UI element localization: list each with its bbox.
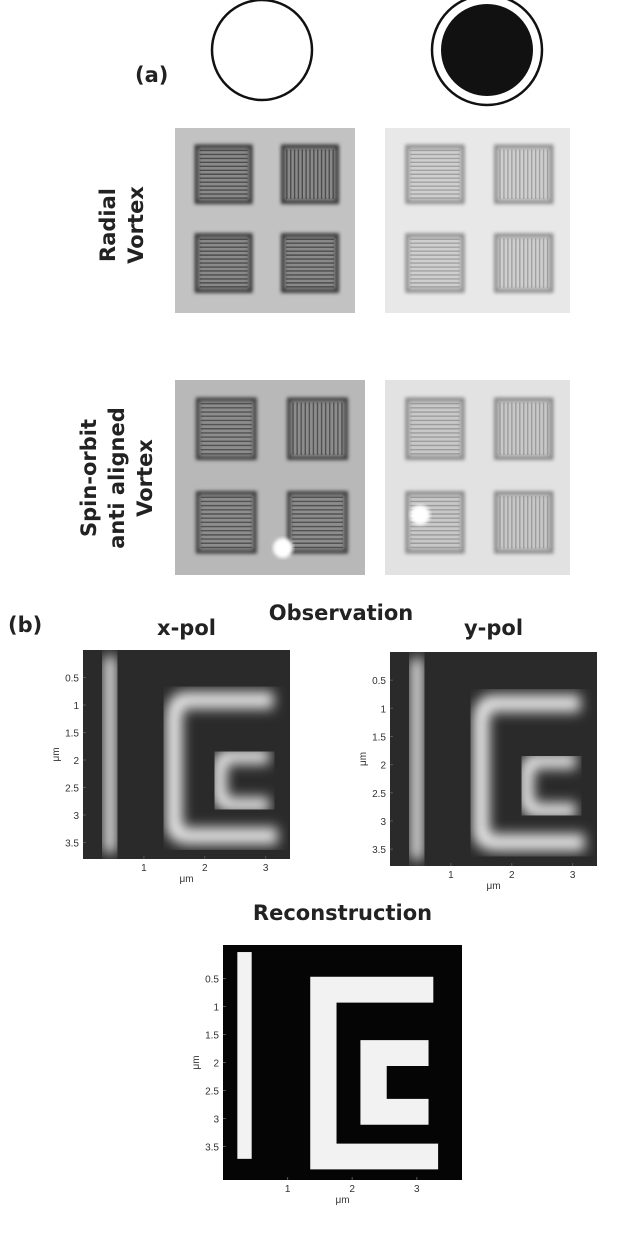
y-tick-label: 1 bbox=[380, 704, 386, 715]
plot-title: Reconstruction bbox=[253, 901, 432, 925]
row-label-line: anti aligned bbox=[105, 407, 129, 549]
bright-bar bbox=[104, 656, 116, 852]
plot-title: y-pol bbox=[464, 616, 523, 640]
sem-image bbox=[175, 380, 365, 575]
x-tick-label: 2 bbox=[509, 870, 515, 881]
plots: x-pol 1 2 3 0.5 1 1.5 2 2.5 3 3.5 μm μm y-pol 1 2 3 0.5 1 1… bbox=[51, 616, 597, 1206]
y-axis-label: μm bbox=[358, 752, 369, 766]
bright-bar bbox=[237, 952, 251, 1159]
x-axis-label: μm bbox=[179, 874, 193, 885]
row-label-line: Spin-orbit bbox=[77, 419, 101, 537]
plot: y-pol 1 2 3 0.5 1 1.5 2 2.5 3 3.5 μm μm bbox=[358, 616, 597, 892]
x-axis-label: μm bbox=[335, 1195, 349, 1206]
figure: (a) Radial Vortex Spin-orbit anti aligne… bbox=[0, 0, 628, 1249]
y-tick-label: 3 bbox=[73, 811, 79, 822]
y-tick-label: 3 bbox=[213, 1114, 219, 1125]
section-title: Observation bbox=[269, 601, 413, 625]
panel-label: (b) bbox=[8, 613, 42, 637]
x-axis-label: μm bbox=[486, 881, 500, 892]
row-label-line: Vortex bbox=[124, 186, 148, 264]
x-tick-label: 3 bbox=[570, 870, 576, 881]
x-tick-label: 1 bbox=[141, 863, 147, 874]
y-tick-label: 0.5 bbox=[205, 975, 219, 986]
plot: x-pol 1 2 3 0.5 1 1.5 2 2.5 3 3.5 μm μm bbox=[51, 616, 290, 885]
field-image bbox=[83, 650, 290, 859]
polarization-icon-fill bbox=[441, 4, 533, 96]
field-image bbox=[223, 945, 462, 1180]
y-tick-label: 2.5 bbox=[205, 1086, 219, 1097]
y-axis-label: μm bbox=[191, 1055, 202, 1069]
particle bbox=[410, 505, 430, 525]
bright-bar bbox=[411, 658, 423, 859]
plot-title: x-pol bbox=[157, 616, 216, 640]
y-tick-label: 3.5 bbox=[205, 1142, 219, 1153]
y-tick-label: 2.5 bbox=[372, 789, 386, 800]
row-label-line: Radial bbox=[96, 188, 120, 262]
y-tick-label: 0.5 bbox=[372, 676, 386, 687]
y-tick-label: 2 bbox=[380, 761, 386, 772]
y-tick-label: 3.5 bbox=[372, 845, 386, 856]
polarization-icon bbox=[212, 0, 312, 100]
row-label: Spin-orbit anti aligned Vortex bbox=[77, 407, 157, 549]
plot: Reconstruction 1 2 3 0.5 1 1.5 2 2.5 3 3.5 μm μm bbox=[191, 901, 462, 1206]
row-label: Radial Vortex bbox=[96, 186, 148, 264]
sem-image bbox=[385, 128, 570, 313]
x-tick-label: 3 bbox=[414, 1184, 420, 1195]
x-tick-label: 2 bbox=[349, 1184, 355, 1195]
sem-image bbox=[175, 128, 355, 313]
sem-images bbox=[175, 128, 570, 575]
sem-image bbox=[385, 380, 570, 575]
y-tick-label: 3.5 bbox=[65, 839, 79, 850]
particle bbox=[273, 538, 293, 558]
x-tick-label: 3 bbox=[263, 863, 269, 874]
y-tick-label: 1 bbox=[213, 1003, 219, 1014]
y-tick-label: 1.5 bbox=[65, 729, 79, 740]
panel-label: (a) bbox=[135, 63, 168, 87]
y-tick-label: 2.5 bbox=[65, 784, 79, 795]
y-tick-label: 1 bbox=[73, 701, 79, 712]
x-tick-label: 2 bbox=[202, 863, 208, 874]
x-tick-label: 1 bbox=[285, 1184, 291, 1195]
y-tick-label: 2 bbox=[73, 756, 79, 767]
y-tick-label: 1.5 bbox=[372, 732, 386, 743]
page: (a) Radial Vortex Spin-orbit anti aligne… bbox=[0, 0, 628, 1249]
x-tick-label: 1 bbox=[448, 870, 454, 881]
y-tick-label: 3 bbox=[380, 817, 386, 828]
row-label-line: Vortex bbox=[133, 439, 157, 517]
y-tick-label: 2 bbox=[213, 1059, 219, 1070]
y-tick-label: 1.5 bbox=[205, 1031, 219, 1042]
y-axis-label: μm bbox=[51, 747, 62, 761]
y-tick-label: 0.5 bbox=[65, 674, 79, 685]
field-image bbox=[390, 652, 597, 866]
